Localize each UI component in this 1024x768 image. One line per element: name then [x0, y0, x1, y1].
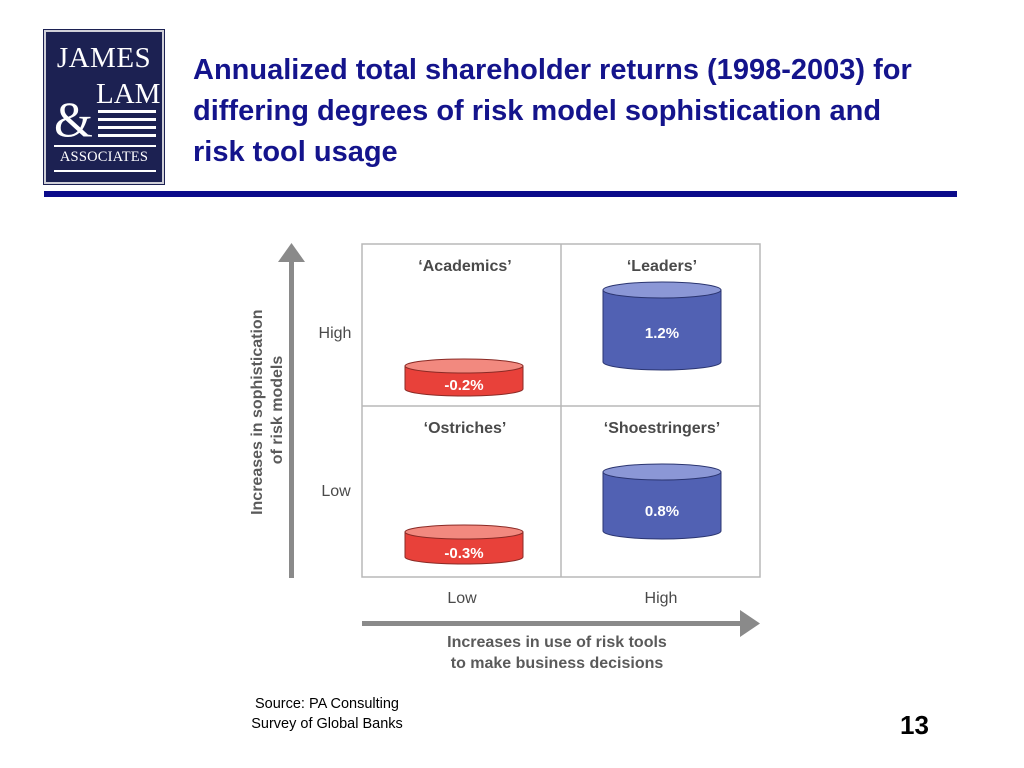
logo-rule	[98, 110, 156, 113]
quadrant-label-leaders: ‘Leaders’	[627, 258, 697, 275]
logo-ampersand: &	[54, 91, 93, 147]
quadrant-label-ostriches: ‘Ostriches’	[424, 420, 507, 437]
source-line-1: Source: PA Consulting	[254, 696, 399, 712]
value-label-shoestringers: 0.8%	[645, 503, 679, 520]
source-line-2: Survey of Global Banks	[251, 716, 403, 732]
y-tick-high: High	[319, 325, 352, 342]
y-axis-label: Increases in sophistication of risk mode…	[249, 305, 286, 515]
cylinder-academics: -0.2%	[404, 358, 524, 397]
y-axis-label-line2: of risk models	[269, 356, 286, 465]
y-axis-arrow	[278, 243, 305, 578]
value-label-leaders: 1.2%	[645, 325, 679, 342]
company-logo: JAMES LAM & ASSOCIATES	[43, 29, 165, 185]
logo-associates-text: ASSOCIATES	[59, 149, 149, 165]
value-label-ostriches: -0.3%	[444, 545, 483, 562]
x-axis-label-line1: Increases in use of risk tools	[447, 634, 667, 651]
cylinder-ostriches: -0.3%	[404, 524, 524, 565]
y-axis-label-line1: Increases in sophistication	[249, 310, 266, 515]
quadrant-label-shoestringers: ‘Shoestringers’	[604, 420, 720, 437]
quadrant-label-academics: ‘Academics’	[418, 258, 511, 275]
page-number: 13	[900, 710, 929, 740]
logo-rule	[54, 170, 156, 172]
x-tick-high: High	[645, 590, 678, 607]
matrix-grid	[361, 243, 761, 578]
value-label-academics: -0.2%	[444, 377, 483, 394]
cylinder-leaders: 1.2%	[602, 281, 722, 371]
logo-rule	[98, 118, 156, 121]
logo-rule	[98, 126, 156, 129]
source-note: Source: PA Consulting Survey of Global B…	[222, 694, 432, 734]
x-axis-arrow	[362, 610, 760, 637]
x-axis-label-line2: to make business decisions	[451, 655, 664, 672]
title-divider	[44, 191, 957, 197]
slide-title: Annualized total shareholder returns (19…	[193, 54, 912, 168]
x-tick-low: Low	[447, 590, 477, 607]
logo-james-text: JAMES	[56, 42, 152, 74]
logo-rule	[54, 145, 156, 147]
y-tick-low: Low	[321, 483, 351, 500]
logo-lam-text: LAM	[96, 78, 161, 110]
cylinder-shoestringers: 0.8%	[602, 463, 722, 540]
logo-rule	[98, 134, 156, 137]
